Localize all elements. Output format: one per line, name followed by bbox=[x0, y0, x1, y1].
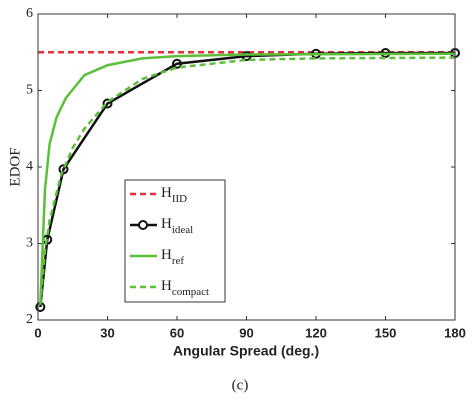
x-tick-label: 60 bbox=[170, 325, 184, 340]
legend-label: Hcompact bbox=[161, 278, 209, 297]
legend-label: Hideal bbox=[161, 216, 193, 235]
y-tick-label: 5 bbox=[26, 83, 33, 98]
legend-marker bbox=[138, 220, 148, 230]
plot-frame bbox=[37, 13, 456, 321]
y-tick-label: 4 bbox=[26, 159, 33, 174]
legend-subscript: ref bbox=[172, 255, 185, 267]
legend-name: H bbox=[161, 278, 172, 294]
point-marker bbox=[172, 58, 182, 69]
series-line bbox=[39, 52, 456, 305]
y-tick-label: 2 bbox=[26, 312, 33, 327]
point-marker bbox=[102, 98, 113, 109]
y-tick-label: 3 bbox=[26, 236, 33, 251]
x-tick-label: 0 bbox=[34, 325, 41, 340]
legend-name: H bbox=[161, 185, 172, 201]
point-marker bbox=[58, 164, 69, 175]
x-tick-label: 30 bbox=[100, 325, 114, 340]
x-tick-label: 90 bbox=[239, 325, 253, 340]
y-axis-label: EDOF bbox=[7, 147, 23, 186]
series-line bbox=[39, 51, 455, 308]
legend-box bbox=[124, 179, 226, 303]
x-tick-label: 150 bbox=[375, 325, 397, 340]
legend-label: HIID bbox=[161, 185, 187, 204]
legend-subscript: compact bbox=[172, 286, 209, 298]
point-marker bbox=[241, 51, 252, 62]
x-tick-label: 180 bbox=[444, 325, 466, 340]
x-tick-label: 120 bbox=[305, 325, 327, 340]
legend-subscript: IID bbox=[172, 193, 187, 205]
caption: (c) bbox=[232, 377, 249, 393]
legend-subscript: ideal bbox=[172, 224, 193, 236]
series-line bbox=[39, 56, 456, 305]
legend-name: H bbox=[161, 216, 172, 232]
x-axis-label: Angular Spread (deg.) bbox=[173, 343, 319, 359]
y-tick-label: 6 bbox=[26, 6, 33, 21]
legend-label: Href bbox=[161, 247, 184, 266]
legend-name: H bbox=[161, 247, 172, 263]
